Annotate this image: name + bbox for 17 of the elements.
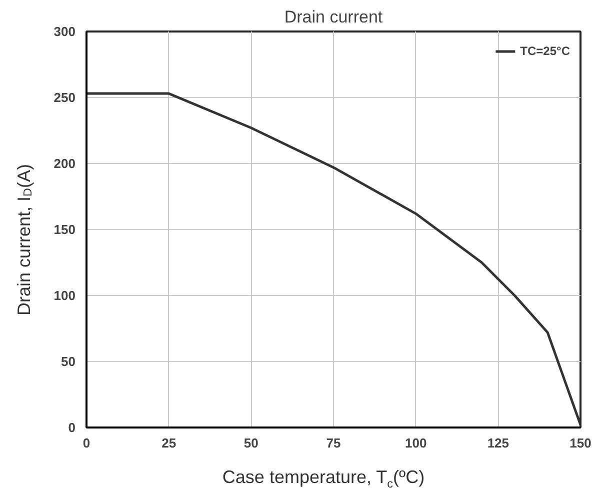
- x-axis-title: Case temperature, T$_{c}$(ºC): [221, 466, 426, 493]
- legend-label: TC=25°C: [520, 44, 570, 58]
- y-tick-label: 300: [54, 24, 76, 39]
- y-tick-label: 150: [54, 222, 76, 237]
- x-tick-label: 125: [487, 436, 510, 450]
- y-tick-label: 100: [54, 288, 76, 303]
- y-tick-label: 250: [54, 90, 76, 105]
- x-tick-label: 75: [326, 436, 341, 450]
- x-tick-label: 25: [162, 436, 176, 450]
- y-tick-label: 200: [54, 156, 76, 171]
- x-tick-label: 100: [404, 436, 427, 450]
- chart-title: Drain current: [284, 8, 383, 26]
- x-tick-label: 0: [82, 436, 90, 450]
- y-tick-label: 0: [68, 420, 76, 435]
- x-tick-label: 50: [244, 436, 258, 450]
- x-tick-label: 150: [570, 436, 592, 450]
- y-tick-label: 50: [61, 354, 76, 369]
